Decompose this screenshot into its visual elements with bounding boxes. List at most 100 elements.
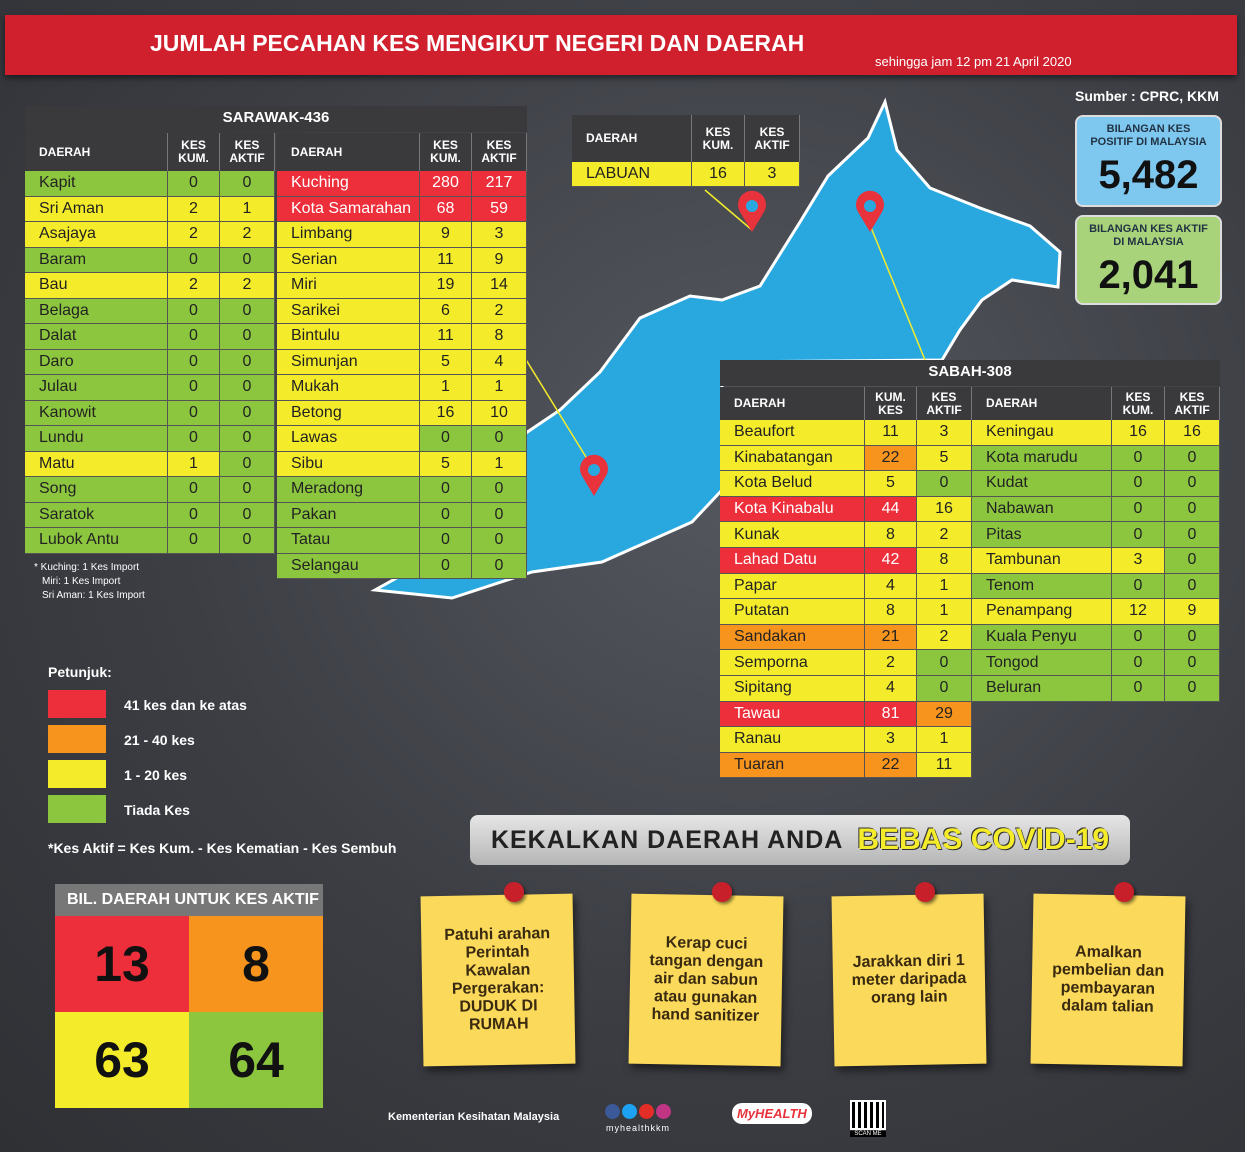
legend-note: *Kes Aktif = Kes Kum. - Kes Kematian - K… (48, 840, 397, 856)
table-header: DAERAH (277, 133, 420, 171)
stat-label: BILANGAN KES AKTIF DI MALAYSIA (1089, 223, 1208, 248)
summary-count: 63 (55, 1012, 189, 1108)
case-count: 2 (917, 522, 972, 548)
case-count: 1 (472, 451, 527, 477)
case-count: 0 (420, 502, 472, 528)
district-name: Matu (25, 451, 168, 477)
case-count: 2 (220, 273, 275, 299)
district-name: Meradong (277, 477, 420, 503)
table-header: KES AKTIF (917, 387, 972, 420)
district-name: Limbang (277, 222, 420, 248)
table-header: KES KUM. (168, 133, 220, 171)
case-count: 2 (472, 298, 527, 324)
footnote: Miri: 1 Kes Import (42, 576, 121, 587)
case-count: 0 (1165, 445, 1220, 472)
district-name: Tatau (277, 528, 420, 554)
case-count: 44 (865, 496, 917, 523)
pointer-line (869, 224, 926, 361)
case-count: 5 (420, 349, 472, 375)
district-name: Julau (25, 375, 168, 401)
case-count: 0 (472, 553, 527, 579)
case-count: 1 (472, 375, 527, 401)
district-name: Sandakan (720, 624, 865, 651)
case-count: 0 (420, 477, 472, 503)
pushpin (1114, 882, 1134, 902)
case-count: 12 (1112, 599, 1165, 625)
case-count: 0 (168, 171, 220, 197)
case-count: 0 (168, 247, 220, 273)
district-name: Song (25, 477, 168, 503)
case-count: 2 (168, 273, 220, 299)
case-count: 81 (865, 701, 917, 728)
header-band (5, 15, 1237, 75)
case-count: 217 (472, 171, 527, 197)
district-name: LABUAN (572, 162, 692, 187)
case-count: 1 (420, 375, 472, 401)
case-count: 0 (220, 502, 275, 528)
district-name: Tambunan (972, 548, 1112, 574)
summary-count: 13 (55, 916, 189, 1012)
case-count: 0 (472, 426, 527, 452)
case-count: 6 (420, 298, 472, 324)
district-name: Asajaya (25, 222, 168, 248)
district-name: Kudat (972, 471, 1112, 497)
case-count: 0 (1112, 624, 1165, 651)
case-count: 16 (420, 400, 472, 426)
district-name: Nabawan (972, 496, 1112, 523)
district-name: Lawas (277, 426, 420, 452)
case-count: 1 (220, 196, 275, 222)
district-name: Pakan (277, 502, 420, 528)
case-count: 0 (917, 676, 972, 702)
table-header: KES AKTIF (472, 133, 527, 171)
pin (580, 454, 609, 496)
district-name: Bau (25, 273, 168, 299)
sticky-note: Patuhi arahan Perintah Kawalan Pergeraka… (420, 893, 576, 1067)
case-count: 3 (472, 222, 527, 248)
case-count: 0 (1165, 496, 1220, 523)
note-text: Amalkan pembelian dan pembayaran dalam t… (1052, 943, 1165, 1016)
legend-swatch (48, 760, 106, 788)
district-name: Miri (277, 273, 420, 299)
case-count: 0 (1112, 676, 1165, 702)
district-name: Bintulu (277, 324, 420, 350)
district-name: Tuaran (720, 752, 865, 779)
district-name: Kota Belud (720, 471, 865, 497)
case-count: 11 (917, 752, 972, 779)
case-count: 1 (168, 451, 220, 477)
case-count: 0 (220, 528, 275, 554)
case-count: 22 (865, 445, 917, 472)
district-name: Lundu (25, 426, 168, 452)
case-count: 0 (1112, 496, 1165, 523)
social-icon (656, 1104, 671, 1119)
case-count: 0 (917, 471, 972, 497)
case-count: 1 (917, 727, 972, 753)
stat-label: BILANGAN KES POSITIF DI MALAYSIA (1090, 123, 1207, 148)
table-header: DAERAH (572, 115, 692, 162)
district-name: Belaga (25, 298, 168, 324)
case-count: 5 (420, 451, 472, 477)
summary-count: 8 (189, 916, 323, 1012)
case-count: 19 (420, 273, 472, 299)
pushpin (504, 882, 524, 902)
case-count: 29 (917, 701, 972, 728)
district-name: Mukah (277, 375, 420, 401)
case-count: 16 (692, 162, 745, 187)
case-count: 280 (420, 171, 472, 197)
case-count: 3 (745, 162, 800, 187)
table-header: KES AKTIF (745, 115, 800, 162)
table-title: SABAH-308 (720, 360, 1220, 386)
district-name: Tenom (972, 573, 1112, 600)
case-count: 0 (472, 502, 527, 528)
district-name: Sri Aman (25, 196, 168, 222)
stat-value: 2,041 (1098, 253, 1199, 297)
case-count: 0 (1165, 624, 1220, 651)
case-count: 0 (1165, 471, 1220, 497)
qr-caption: SCAN ME (850, 1131, 886, 1137)
case-count: 0 (168, 426, 220, 452)
social-icon (605, 1104, 620, 1119)
table-header: KES AKTIF (1165, 387, 1220, 420)
case-count: 0 (220, 171, 275, 197)
case-count: 0 (168, 298, 220, 324)
case-count: 22 (865, 752, 917, 779)
